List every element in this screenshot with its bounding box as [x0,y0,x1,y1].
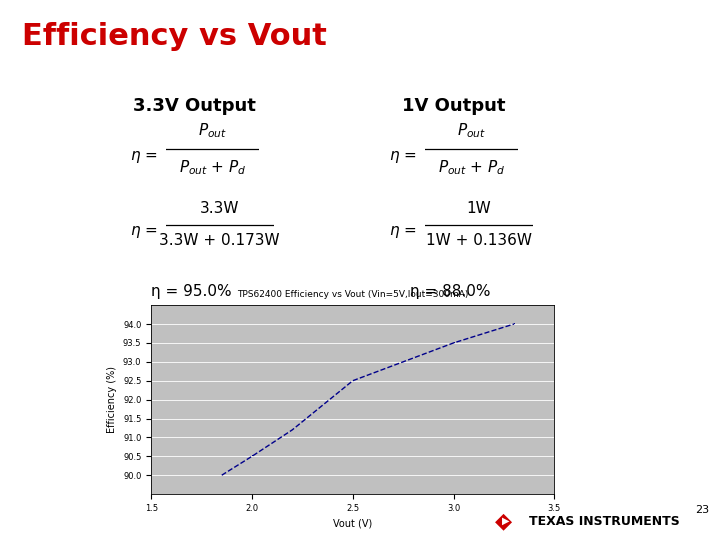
Text: ◆: ◆ [495,511,513,531]
Text: η = 95.0%: η = 95.0% [151,284,232,299]
Text: $P_{out}$ + $P_d$: $P_{out}$ + $P_d$ [438,158,505,177]
Text: $P_{out}$: $P_{out}$ [457,122,486,140]
Text: $P_{out}$ + $P_d$: $P_{out}$ + $P_d$ [179,158,246,177]
Text: 1V Output: 1V Output [402,97,505,115]
Text: $\eta$ =: $\eta$ = [389,148,416,165]
Text: 3.3W + 0.173W: 3.3W + 0.173W [159,233,280,248]
Title: TPS62400 Efficiency vs Vout (Vin=5V,Iout=300mA): TPS62400 Efficiency vs Vout (Vin=5V,Iout… [237,290,469,299]
Text: $\eta$ =: $\eta$ = [130,224,157,240]
Text: Efficiency vs Vout: Efficiency vs Vout [22,22,326,51]
Text: $\eta$ =: $\eta$ = [389,224,416,240]
X-axis label: Vout (V): Vout (V) [333,518,372,528]
Text: 3.3W: 3.3W [200,201,239,216]
Text: $P_{out}$: $P_{out}$ [198,122,227,140]
Text: 1W + 0.136W: 1W + 0.136W [426,233,532,248]
Text: $\eta$ =: $\eta$ = [130,148,157,165]
Text: 23: 23 [695,505,709,515]
Text: η = 88.0%: η = 88.0% [410,284,491,299]
Text: 3.3V Output: 3.3V Output [133,97,256,115]
Text: 1W: 1W [467,201,491,216]
Y-axis label: Efficiency (%): Efficiency (%) [107,366,117,433]
Text: ▶: ▶ [503,516,510,526]
Text: TEXAS INSTRUMENTS: TEXAS INSTRUMENTS [529,515,680,528]
